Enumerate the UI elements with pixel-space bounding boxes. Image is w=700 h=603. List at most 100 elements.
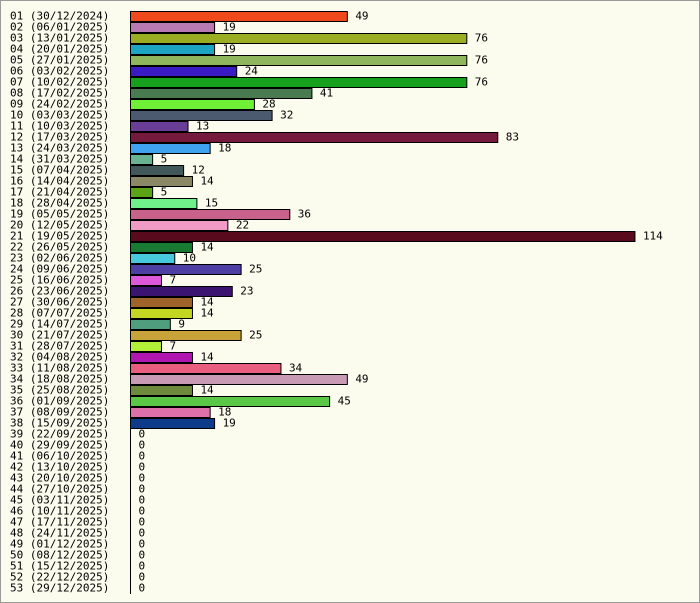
category-label: 53 (29/12/2025) <box>10 582 109 595</box>
category-label: 25 (16/06/2025) <box>10 274 109 287</box>
value-label: 14 <box>200 307 214 320</box>
category-label: 08 (17/02/2025) <box>10 87 109 100</box>
value-label: 25 <box>249 263 262 276</box>
value-label: 36 <box>298 208 311 221</box>
value-label: 76 <box>475 32 488 45</box>
category-label: 20 (12/05/2025) <box>10 219 109 232</box>
value-label: 0 <box>139 461 146 474</box>
value-label: 5 <box>161 186 168 199</box>
value-label: 0 <box>139 494 146 507</box>
category-label: 26 (23/06/2025) <box>10 285 109 298</box>
category-label: 07 (10/02/2025) <box>10 76 109 89</box>
value-label: 24 <box>245 65 259 78</box>
category-label: 09 (24/02/2025) <box>10 98 109 111</box>
category-label: 01 (30/12/2024) <box>10 10 109 23</box>
bar <box>130 209 291 220</box>
category-label: 37 (08/09/2025) <box>10 406 109 419</box>
bar <box>130 33 468 44</box>
value-label: 83 <box>506 131 519 144</box>
category-label: 32 (04/08/2025) <box>10 351 109 364</box>
category-label: 49 (01/12/2025) <box>10 538 109 551</box>
value-label: 0 <box>139 472 146 485</box>
value-label: 0 <box>139 560 146 573</box>
category-labels: 01 (30/12/2024)02 (06/01/2025)03 (13/01/… <box>10 10 109 595</box>
bar <box>130 418 216 429</box>
category-label: 04 (20/01/2025) <box>10 43 109 56</box>
value-label: 23 <box>240 285 253 298</box>
bar <box>130 143 211 154</box>
value-label: 19 <box>223 417 236 430</box>
value-label: 18 <box>218 142 231 155</box>
bar <box>130 22 216 33</box>
category-label: 12 (17/03/2025) <box>10 131 109 144</box>
bar <box>130 253 176 264</box>
bar <box>130 308 193 319</box>
value-label: 14 <box>200 384 214 397</box>
category-label: 29 (14/07/2025) <box>10 318 109 331</box>
value-label: 13 <box>196 120 209 133</box>
value-label: 0 <box>139 439 146 452</box>
value-label: 0 <box>139 505 146 518</box>
bar <box>130 132 499 143</box>
bar <box>130 55 468 66</box>
bar <box>130 407 211 418</box>
value-label: 0 <box>139 483 146 496</box>
category-label: 40 (29/09/2025) <box>10 439 109 452</box>
bar <box>130 374 348 385</box>
category-label: 24 (09/06/2025) <box>10 263 109 276</box>
bar <box>130 110 273 121</box>
bar <box>130 165 185 176</box>
category-label: 30 (21/07/2025) <box>10 329 109 342</box>
value-label: 34 <box>289 362 303 375</box>
bar <box>130 99 255 110</box>
category-label: 50 (08/12/2025) <box>10 549 109 562</box>
category-label: 11 (10/03/2025) <box>10 120 109 133</box>
bar <box>130 176 193 187</box>
category-label: 13 (24/03/2025) <box>10 142 109 155</box>
category-label: 39 (22/09/2025) <box>10 428 109 441</box>
bar <box>130 396 331 407</box>
value-label: 41 <box>320 87 333 100</box>
value-label: 76 <box>475 76 488 89</box>
value-label: 12 <box>192 164 205 177</box>
category-label: 52 (22/12/2025) <box>10 571 109 584</box>
category-label: 16 (14/04/2025) <box>10 175 109 188</box>
value-labels: 4919761976247641283213831851214515362211… <box>139 10 664 595</box>
category-label: 21 (19/05/2025) <box>10 230 109 243</box>
bar <box>130 297 193 308</box>
value-label: 7 <box>169 274 176 287</box>
value-label: 14 <box>200 175 214 188</box>
bar <box>130 220 229 231</box>
value-label: 0 <box>139 582 146 595</box>
value-label: 14 <box>200 296 214 309</box>
category-label: 51 (15/12/2025) <box>10 560 109 573</box>
bar <box>130 88 313 99</box>
value-label: 45 <box>338 395 351 408</box>
category-label: 45 (03/11/2025) <box>10 494 109 507</box>
value-label: 32 <box>280 109 293 122</box>
category-label: 23 (02/06/2025) <box>10 252 109 265</box>
value-label: 76 <box>475 54 488 67</box>
bar <box>130 264 242 275</box>
category-label: 35 (25/08/2025) <box>10 384 109 397</box>
category-label: 36 (01/09/2025) <box>10 395 109 408</box>
value-label: 0 <box>139 538 146 551</box>
value-label: 15 <box>205 197 218 210</box>
category-label: 41 (06/10/2025) <box>10 450 109 463</box>
bar <box>130 352 193 363</box>
bar <box>130 385 193 396</box>
bar <box>130 77 468 88</box>
value-label: 114 <box>643 230 663 243</box>
bar <box>130 330 242 341</box>
category-label: 43 (20/10/2025) <box>10 472 109 485</box>
bar <box>130 363 282 374</box>
category-label: 47 (17/11/2025) <box>10 516 109 529</box>
value-label: 0 <box>139 549 146 562</box>
bars <box>130 11 636 429</box>
value-label: 28 <box>262 98 275 111</box>
value-label: 19 <box>223 21 236 34</box>
category-label: 42 (13/10/2025) <box>10 461 109 474</box>
bar <box>130 341 162 352</box>
